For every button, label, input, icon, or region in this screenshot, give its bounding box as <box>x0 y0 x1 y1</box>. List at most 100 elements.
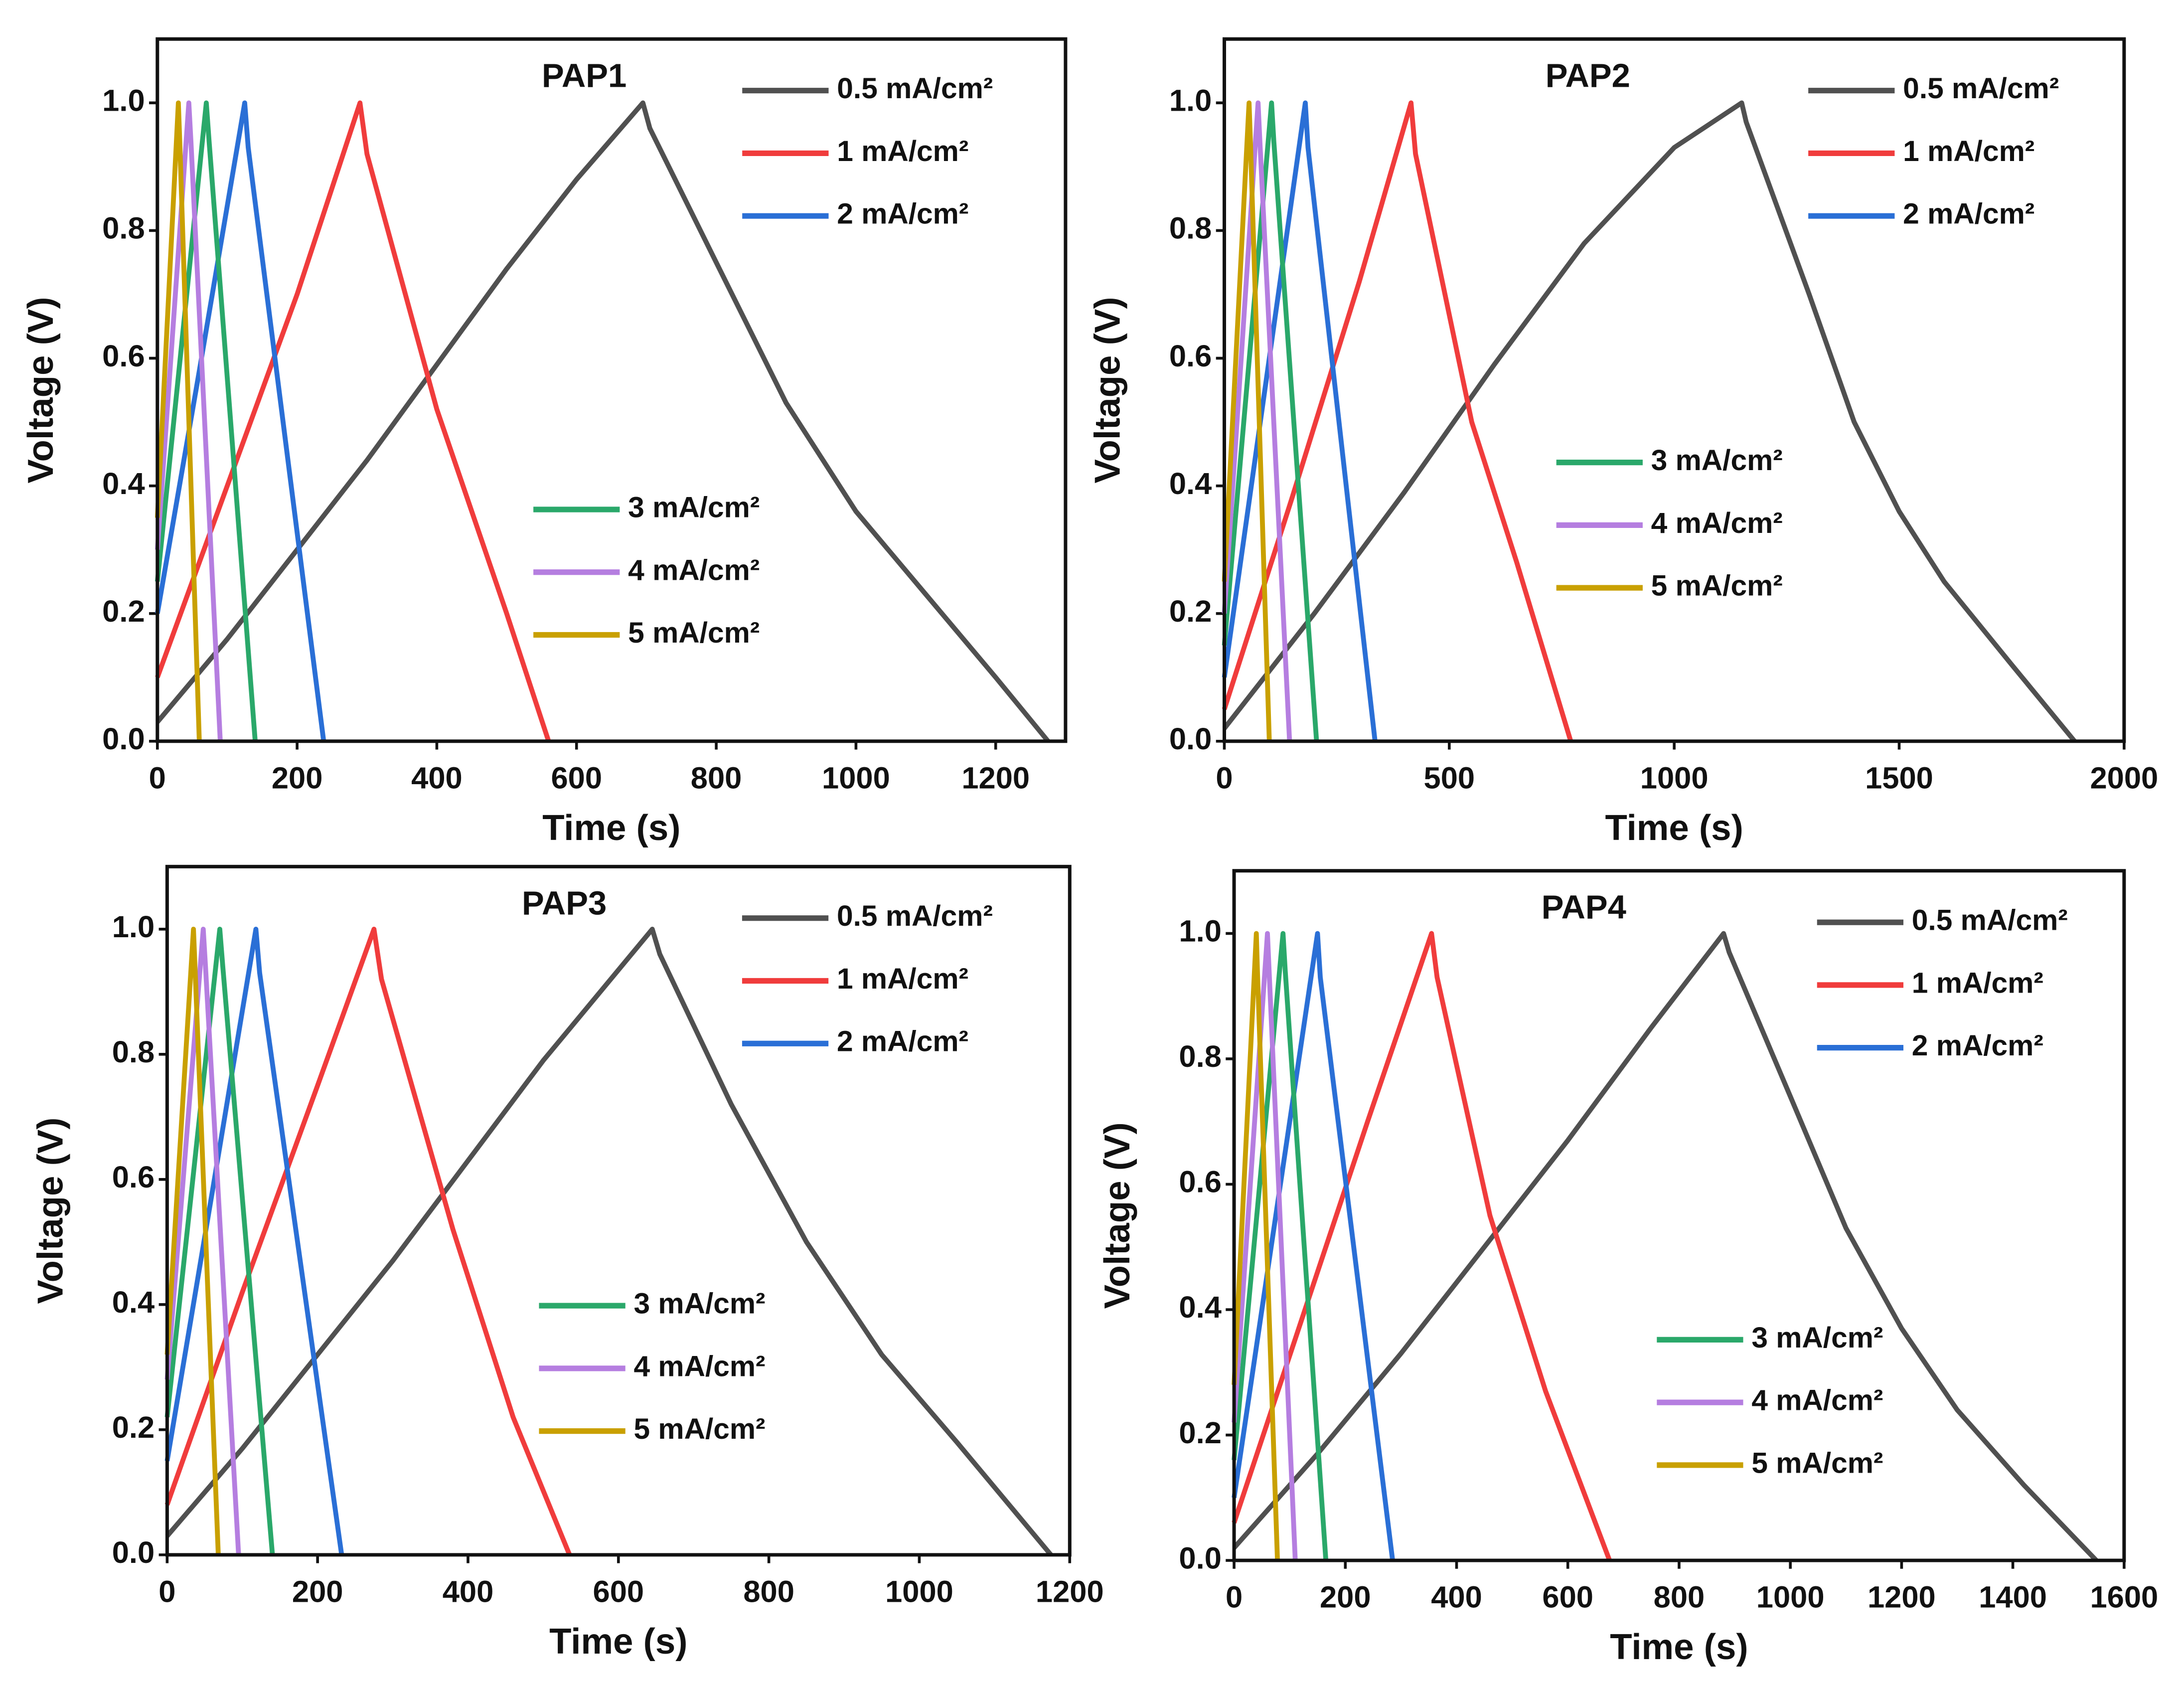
legend-label: 4 mA/cm² <box>1751 1384 1883 1417</box>
x-tick-label: 400 <box>443 1574 494 1609</box>
y-axis-label: Voltage (V) <box>30 1118 70 1304</box>
series-line <box>1222 100 1319 742</box>
x-tick-label: 0 <box>1226 1580 1243 1615</box>
y-tick-label: 1.0 <box>1169 84 1212 118</box>
y-tick-label: 0.0 <box>102 722 145 756</box>
y-tick-label: 0.0 <box>1179 1541 1221 1575</box>
legend-label: 4 mA/cm² <box>633 1350 765 1382</box>
plot-frame <box>1222 37 2126 743</box>
y-axis-label: Voltage (V) <box>1088 297 1128 484</box>
y-tick-label: 0.8 <box>1179 1039 1221 1074</box>
y-tick-label: 0.8 <box>102 211 145 246</box>
x-axis-label: Time (s) <box>549 1621 687 1662</box>
x-tick-label: 1000 <box>885 1574 953 1609</box>
x-axis-label: Time (s) <box>1605 808 1743 848</box>
x-tick-label: 2000 <box>2090 761 2158 795</box>
legend-label: 5 mA/cm² <box>628 617 760 649</box>
series-line <box>155 100 223 742</box>
legend-label: 0.5 mA/cm² <box>837 900 993 932</box>
series-line <box>1232 931 1280 1561</box>
y-tick-label: 0.2 <box>102 594 145 629</box>
x-tick-label: 800 <box>691 761 742 795</box>
series-line <box>1232 931 1329 1561</box>
legend-label: 1 mA/cm² <box>1912 967 2043 999</box>
legend-label: 1 mA/cm² <box>837 135 968 168</box>
legend-label: 2 mA/cm² <box>837 198 968 230</box>
series-line <box>1222 100 2077 743</box>
legend-label: 0.5 mA/cm² <box>837 72 993 105</box>
legend-label: 4 mA/cm² <box>1651 507 1783 539</box>
x-tick-label: 600 <box>551 761 602 795</box>
legend-label: 3 mA/cm² <box>1751 1322 1883 1354</box>
chart-title: PAP1 <box>542 57 626 94</box>
x-tick-label: 1000 <box>1640 761 1709 795</box>
legend-label: 5 mA/cm² <box>1751 1447 1883 1479</box>
x-tick-label: 1500 <box>1865 761 1933 795</box>
chart-title: PAP3 <box>522 884 607 922</box>
y-tick-label: 0.0 <box>1169 722 1212 756</box>
y-axis-label: Voltage (V) <box>20 297 61 484</box>
y-tick-label: 0.4 <box>1179 1290 1221 1325</box>
x-tick-label: 200 <box>272 761 323 795</box>
x-tick-label: 1400 <box>1979 1580 2047 1615</box>
y-axis-label: Voltage (V) <box>1097 1122 1137 1309</box>
series-line <box>1232 931 1395 1561</box>
series-line <box>1222 100 1292 742</box>
legend-label: 2 mA/cm² <box>1903 198 2034 230</box>
y-tick-label: 1.0 <box>102 84 145 118</box>
x-tick-label: 600 <box>1542 1580 1593 1615</box>
x-tick-label: 400 <box>1431 1580 1482 1615</box>
series-line <box>1232 931 1612 1561</box>
x-tick-label: 1200 <box>1036 1574 1104 1609</box>
series-line <box>1222 100 1378 742</box>
y-tick-label: 0.8 <box>112 1035 155 1069</box>
y-tick-label: 0.4 <box>112 1285 155 1320</box>
y-tick-label: 0.6 <box>112 1160 155 1194</box>
x-tick-label: 1200 <box>1868 1580 1936 1615</box>
series-line <box>155 100 258 742</box>
legend-label: 1 mA/cm² <box>837 963 968 995</box>
x-tick-label: 0 <box>1216 761 1233 795</box>
y-tick-label: 0.2 <box>1169 594 1212 629</box>
y-tick-label: 0.6 <box>102 339 145 373</box>
x-tick-label: 800 <box>1654 1580 1705 1615</box>
x-tick-label: 1600 <box>2090 1580 2158 1615</box>
x-tick-label: 1000 <box>1756 1580 1825 1615</box>
plot-frame <box>1232 869 2126 1562</box>
chart-title: PAP2 <box>1546 57 1630 94</box>
series-line <box>164 926 275 1555</box>
legend-label: 2 mA/cm² <box>1912 1029 2043 1062</box>
y-tick-label: 0.6 <box>1179 1165 1221 1199</box>
x-axis-label: Time (s) <box>1610 1627 1748 1667</box>
x-tick-label: 200 <box>292 1574 343 1609</box>
series-line <box>156 100 1050 743</box>
legend-label: 0.5 mA/cm² <box>1903 72 2059 105</box>
y-tick-label: 1.0 <box>1179 914 1221 949</box>
legend-label: 3 mA/cm² <box>633 1288 765 1320</box>
legend-label: 3 mA/cm² <box>1651 444 1783 477</box>
y-tick-label: 0.4 <box>102 467 145 501</box>
x-tick-label: 1200 <box>961 761 1030 795</box>
y-tick-label: 0.8 <box>1169 211 1212 246</box>
legend-label: 5 mA/cm² <box>633 1413 765 1445</box>
series-line <box>1222 100 1573 742</box>
legend-label: 0.5 mA/cm² <box>1912 904 2068 937</box>
y-tick-label: 0.2 <box>112 1410 155 1445</box>
series-line <box>164 926 572 1556</box>
series-line <box>164 926 221 1555</box>
x-tick-label: 0 <box>149 761 166 795</box>
x-tick-label: 800 <box>743 1574 794 1609</box>
y-tick-label: 0.6 <box>1169 339 1212 373</box>
series-line <box>155 100 202 741</box>
series-line <box>1232 931 1298 1561</box>
x-tick-label: 0 <box>158 1574 175 1609</box>
y-tick-label: 0.0 <box>112 1535 155 1570</box>
legend-label: 3 mA/cm² <box>628 491 760 523</box>
x-tick-label: 200 <box>1320 1580 1371 1615</box>
x-tick-label: 600 <box>593 1574 644 1609</box>
y-tick-label: 0.4 <box>1169 467 1212 501</box>
x-tick-label: 500 <box>1424 761 1475 795</box>
series-line <box>155 100 551 742</box>
